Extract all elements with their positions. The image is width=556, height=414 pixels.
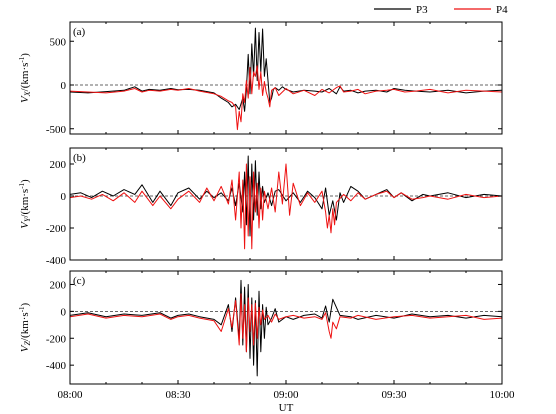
panel-label: (a) — [73, 26, 86, 38]
y-tick-label: -400 — [46, 360, 67, 372]
panel-c: -400 -200 0 200 08:00 08:30 09:00 09:30 10:00 UT (… — [18, 270, 515, 414]
x-tick-label: 09:30 — [381, 389, 407, 401]
y-axis-label: VZ/(km·s-1) — [18, 302, 32, 352]
y-label-unit: /(km·s — [19, 189, 31, 218]
y-tick-label: 0 — [61, 306, 67, 318]
y-tick-label: 500 — [50, 36, 67, 48]
series-line-p4 — [70, 293, 502, 353]
series-line-p3 — [70, 27, 502, 112]
legend-label-p4: P4 — [496, 4, 508, 16]
y-label-exp: -1 — [18, 306, 26, 312]
x-tick-label: 09:00 — [273, 389, 299, 401]
series-line-p4 — [70, 163, 502, 250]
y-tick-label: -500 — [46, 124, 67, 136]
panel-label: (b) — [73, 152, 86, 164]
y-label-sub: X — [23, 90, 32, 97]
y-label-unit: /(km·s — [19, 312, 31, 341]
y-tick-label: 0 — [61, 80, 67, 92]
x-tick-label: 10:00 — [489, 389, 515, 401]
y-label-close: ) — [19, 53, 31, 57]
plot-frame — [69, 270, 503, 385]
series-line-p3 — [70, 279, 502, 377]
y-tick-label: 200 — [50, 159, 67, 171]
x-tick-label: 08:00 — [57, 389, 83, 401]
y-label-sub: Z — [23, 340, 32, 345]
legend-item-p4: P4 — [454, 4, 508, 16]
legend: P3 P4 — [374, 4, 508, 16]
y-label-main: V — [19, 95, 31, 103]
y-axis-label: VX/(km·s-1) — [18, 53, 32, 103]
y-tick-label: -200 — [46, 223, 67, 235]
panel-b: -400 -200 0 200 (b) VY/(km·s-1) — [18, 147, 503, 267]
legend-label-p3: P3 — [416, 4, 428, 16]
y-tick-label: -400 — [46, 255, 67, 267]
legend-item-p3: P3 — [374, 4, 428, 16]
y-label-close: ) — [19, 302, 31, 306]
y-tick-label: 0 — [61, 191, 67, 203]
y-tick-label: -200 — [46, 333, 67, 345]
plot-frame — [69, 21, 503, 135]
chart-panels: -5000500(a)VX/(km·s-1)-400-2000200(b)VY/… — [18, 21, 515, 414]
panel-a: -500 0 500 (a) VX/(km·s-1) — [18, 21, 503, 136]
y-label-sub: Y — [23, 216, 32, 222]
y-axis-label: VY/(km·s-1) — [18, 179, 32, 229]
y-label-exp: -1 — [18, 182, 26, 188]
y-label-main: V — [19, 221, 31, 229]
panel-label: (c) — [73, 275, 86, 287]
y-tick-label: 200 — [50, 279, 67, 291]
series-line-p4 — [70, 65, 502, 131]
y-label-close: ) — [19, 179, 31, 183]
y-label-unit: /(km·s — [19, 63, 31, 92]
x-tick-label: 08:30 — [165, 389, 191, 401]
y-label-exp: -1 — [18, 56, 26, 62]
y-label-main: V — [19, 344, 31, 352]
x-axis-label: UT — [279, 402, 294, 414]
